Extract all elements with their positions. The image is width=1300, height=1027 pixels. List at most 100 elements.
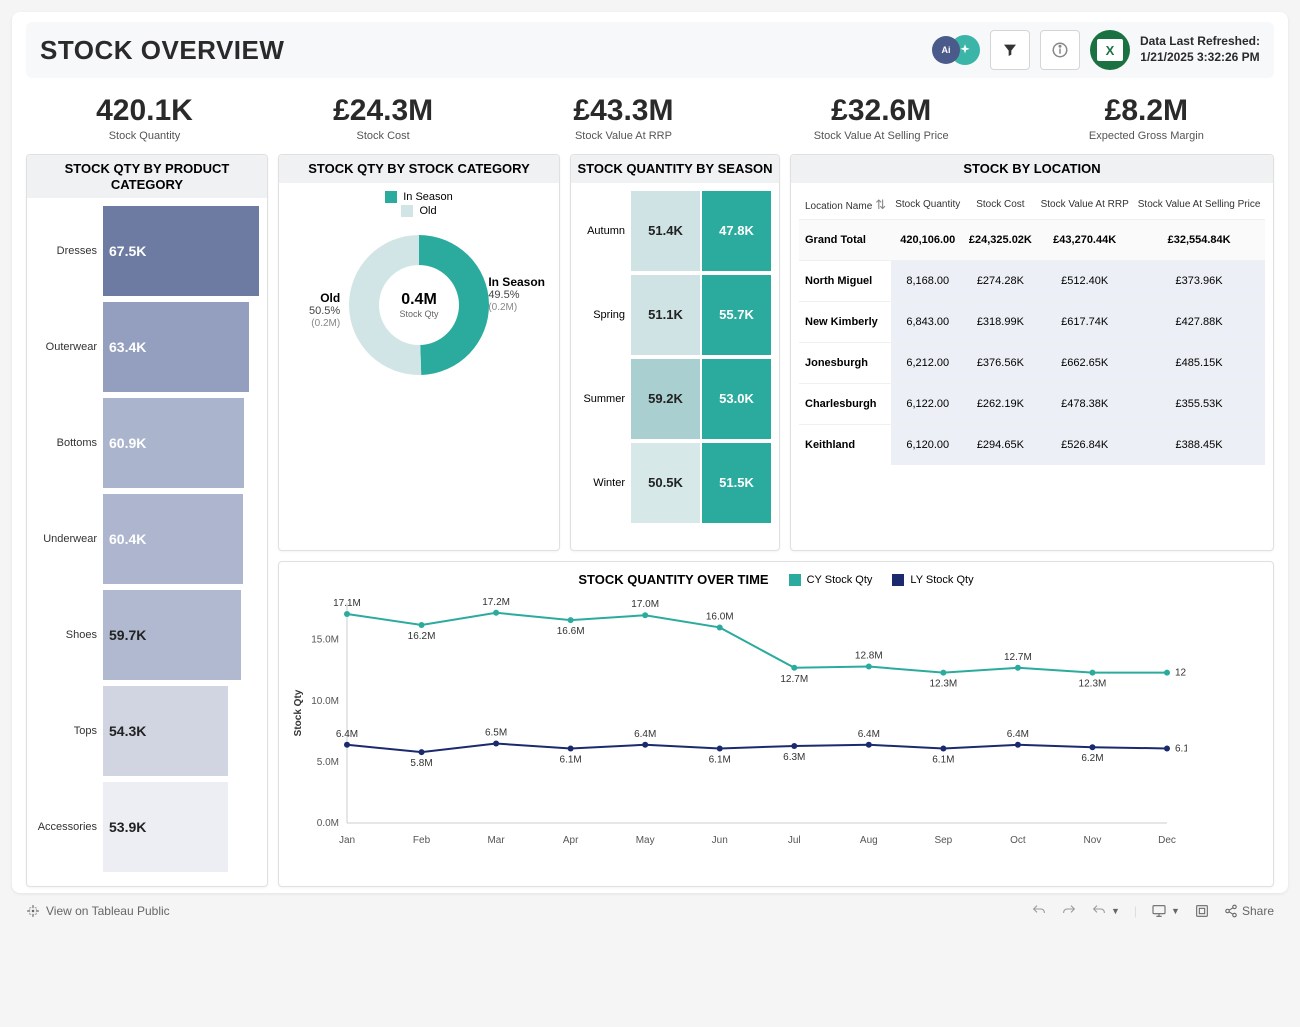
filter-button[interactable]: [990, 30, 1030, 70]
undo-button[interactable]: [1031, 903, 1047, 919]
line-chart[interactable]: Stock Qty0.0M5.0M10.0M15.0MJanFebMarAprM…: [287, 593, 1187, 853]
share-button[interactable]: Share: [1224, 904, 1274, 918]
view-on-tableau-link[interactable]: View on Tableau Public: [26, 904, 170, 918]
svg-text:May: May: [636, 835, 655, 846]
category-bar-row[interactable]: Shoes 59.7K: [35, 590, 259, 680]
table-cell: £294.65K: [965, 424, 1037, 465]
donut-chart[interactable]: 0.4M Stock Qty In Season 49.5% (0.2M) Ol…: [339, 225, 499, 385]
kpi-card: £32.6M Stock Value At Selling Price: [814, 94, 949, 142]
table-cell: £478.38K: [1036, 383, 1133, 424]
panel-title: STOCK QTY BY PRODUCT CATEGORY: [27, 155, 267, 198]
export-excel-button[interactable]: X: [1090, 30, 1130, 70]
svg-text:12.3M: 12.3M: [1175, 668, 1187, 679]
panel-title: STOCK BY LOCATION: [791, 155, 1273, 183]
season-cell-in-season[interactable]: 55.7K: [702, 275, 771, 355]
kpi-card: 420.1K Stock Quantity: [96, 94, 193, 142]
info-button[interactable]: [1040, 30, 1080, 70]
ai-icon: Ai: [932, 36, 960, 64]
category-bar-row[interactable]: Accessories 53.9K: [35, 782, 259, 872]
refresh-timestamp: Data Last Refreshed: 1/21/2025 3:32:26 P…: [1140, 34, 1260, 65]
kpi-row: 420.1K Stock Quantity £24.3M Stock Cost …: [26, 86, 1274, 154]
svg-text:6.1M: 6.1M: [1175, 744, 1187, 755]
legend-old[interactable]: Old: [401, 205, 436, 217]
bar: 59.7K: [103, 590, 241, 680]
category-bar-row[interactable]: Tops 54.3K: [35, 686, 259, 776]
svg-text:17.2M: 17.2M: [482, 597, 510, 608]
svg-text:17.1M: 17.1M: [333, 598, 361, 609]
bar-label: Bottoms: [35, 437, 103, 449]
table-cell: £355.53K: [1133, 383, 1265, 424]
donut-center: 0.4M Stock Qty: [399, 291, 438, 319]
season-cell-old[interactable]: 59.2K: [631, 359, 700, 439]
line-chart-header: STOCK QUANTITY OVER TIME CY Stock Qty LY…: [287, 570, 1265, 593]
table-row[interactable]: Charlesburgh6,122.00£262.19K£478.38K£355…: [799, 383, 1265, 424]
table-row[interactable]: New Kimberly6,843.00£318.99K£617.74K£427…: [799, 301, 1265, 342]
table-cell: £32,554.84K: [1133, 219, 1265, 260]
table-cell: 6,212.00: [891, 342, 965, 383]
location-table: Location Name⇅Stock QuantityStock CostSt…: [799, 191, 1265, 465]
donut-label-in-season: In Season 49.5% (0.2M): [488, 275, 545, 315]
svg-text:Dec: Dec: [1158, 835, 1176, 846]
redo-button[interactable]: [1061, 903, 1077, 919]
table-cell: £427.88K: [1133, 301, 1265, 342]
bar: 63.4K: [103, 302, 249, 392]
sort-icon[interactable]: ⇅: [872, 197, 886, 212]
category-bar-row[interactable]: Outerwear 63.4K: [35, 302, 259, 392]
replay-button[interactable]: ▼: [1091, 903, 1120, 919]
table-header[interactable]: Stock Cost: [965, 191, 1037, 220]
svg-text:12.7M: 12.7M: [780, 674, 808, 685]
table-row[interactable]: Jonesburgh6,212.00£376.56K£662.65K£485.1…: [799, 342, 1265, 383]
svg-text:Jul: Jul: [788, 835, 801, 846]
season-cell-in-season[interactable]: 53.0K: [702, 359, 771, 439]
legend-cy[interactable]: CY Stock Qty: [789, 574, 873, 586]
table-cell: Charlesburgh: [799, 383, 891, 424]
header-bar: STOCK OVERVIEW Ai X Data Last Refreshed:…: [26, 22, 1274, 78]
bar: 60.9K: [103, 398, 244, 488]
svg-text:Oct: Oct: [1010, 835, 1026, 846]
season-cell-old[interactable]: 50.5K: [631, 443, 700, 523]
table-cell: £43,270.44K: [1036, 219, 1133, 260]
device-button[interactable]: ▼: [1151, 903, 1180, 919]
table-row-total: Grand Total420,106.00£24,325.02K£43,270.…: [799, 219, 1265, 260]
season-cell-in-season[interactable]: 51.5K: [702, 443, 771, 523]
svg-text:5.0M: 5.0M: [317, 757, 339, 768]
bar-label: Accessories: [35, 821, 103, 833]
svg-text:6.2M: 6.2M: [1081, 754, 1103, 765]
table-header[interactable]: Stock Value At Selling Price: [1133, 191, 1265, 220]
season-label: Summer: [579, 359, 629, 439]
svg-text:10.0M: 10.0M: [311, 696, 339, 707]
table-row[interactable]: North Miguel8,168.00£274.28K£512.40K£373…: [799, 260, 1265, 301]
donut-panel: STOCK QTY BY STOCK CATEGORY In Season Ol…: [278, 154, 560, 551]
legend-in-season[interactable]: In Season: [385, 191, 453, 203]
table-cell: £262.19K: [965, 383, 1037, 424]
table-header[interactable]: Stock Quantity: [891, 191, 965, 220]
watch-button[interactable]: [1194, 903, 1210, 919]
redo-icon: [1061, 903, 1077, 919]
kpi-label: Stock Cost: [333, 130, 433, 142]
dashboard-container: STOCK OVERVIEW Ai X Data Last Refreshed:…: [12, 12, 1288, 893]
kpi-card: £8.2M Expected Gross Margin: [1089, 94, 1204, 142]
header-actions: Ai X Data Last Refreshed: 1/21/2025 3:32…: [932, 30, 1260, 70]
category-bar-row[interactable]: Bottoms 60.9K: [35, 398, 259, 488]
category-bar-row[interactable]: Dresses 67.5K: [35, 206, 259, 296]
donut-label-old: Old 50.5% (0.2M): [309, 291, 340, 331]
tableau-toolbar: View on Tableau Public ▼ | ▼ Share: [12, 893, 1288, 923]
season-cell-old[interactable]: 51.1K: [631, 275, 700, 355]
table-header[interactable]: Location Name⇅: [799, 191, 891, 220]
ai-assist-button[interactable]: Ai: [932, 35, 980, 65]
kpi-value: £32.6M: [814, 94, 949, 128]
legend-ly[interactable]: LY Stock Qty: [892, 574, 973, 586]
svg-text:17.0M: 17.0M: [631, 600, 659, 611]
table-cell: £617.74K: [1036, 301, 1133, 342]
location-table-panel: STOCK BY LOCATION Location Name⇅Stock Qu…: [790, 154, 1274, 551]
table-row[interactable]: Keithland6,120.00£294.65K£526.84K£388.45…: [799, 424, 1265, 465]
table-cell: 420,106.00: [891, 219, 965, 260]
season-cell-old[interactable]: 51.4K: [631, 191, 700, 271]
page-title: STOCK OVERVIEW: [40, 35, 284, 66]
season-cell-in-season[interactable]: 47.8K: [702, 191, 771, 271]
table-cell: £388.45K: [1133, 424, 1265, 465]
table-cell: 6,122.00: [891, 383, 965, 424]
category-bar-row[interactable]: Underwear 60.4K: [35, 494, 259, 584]
undo-icon: [1031, 903, 1047, 919]
table-header[interactable]: Stock Value At RRP: [1036, 191, 1133, 220]
